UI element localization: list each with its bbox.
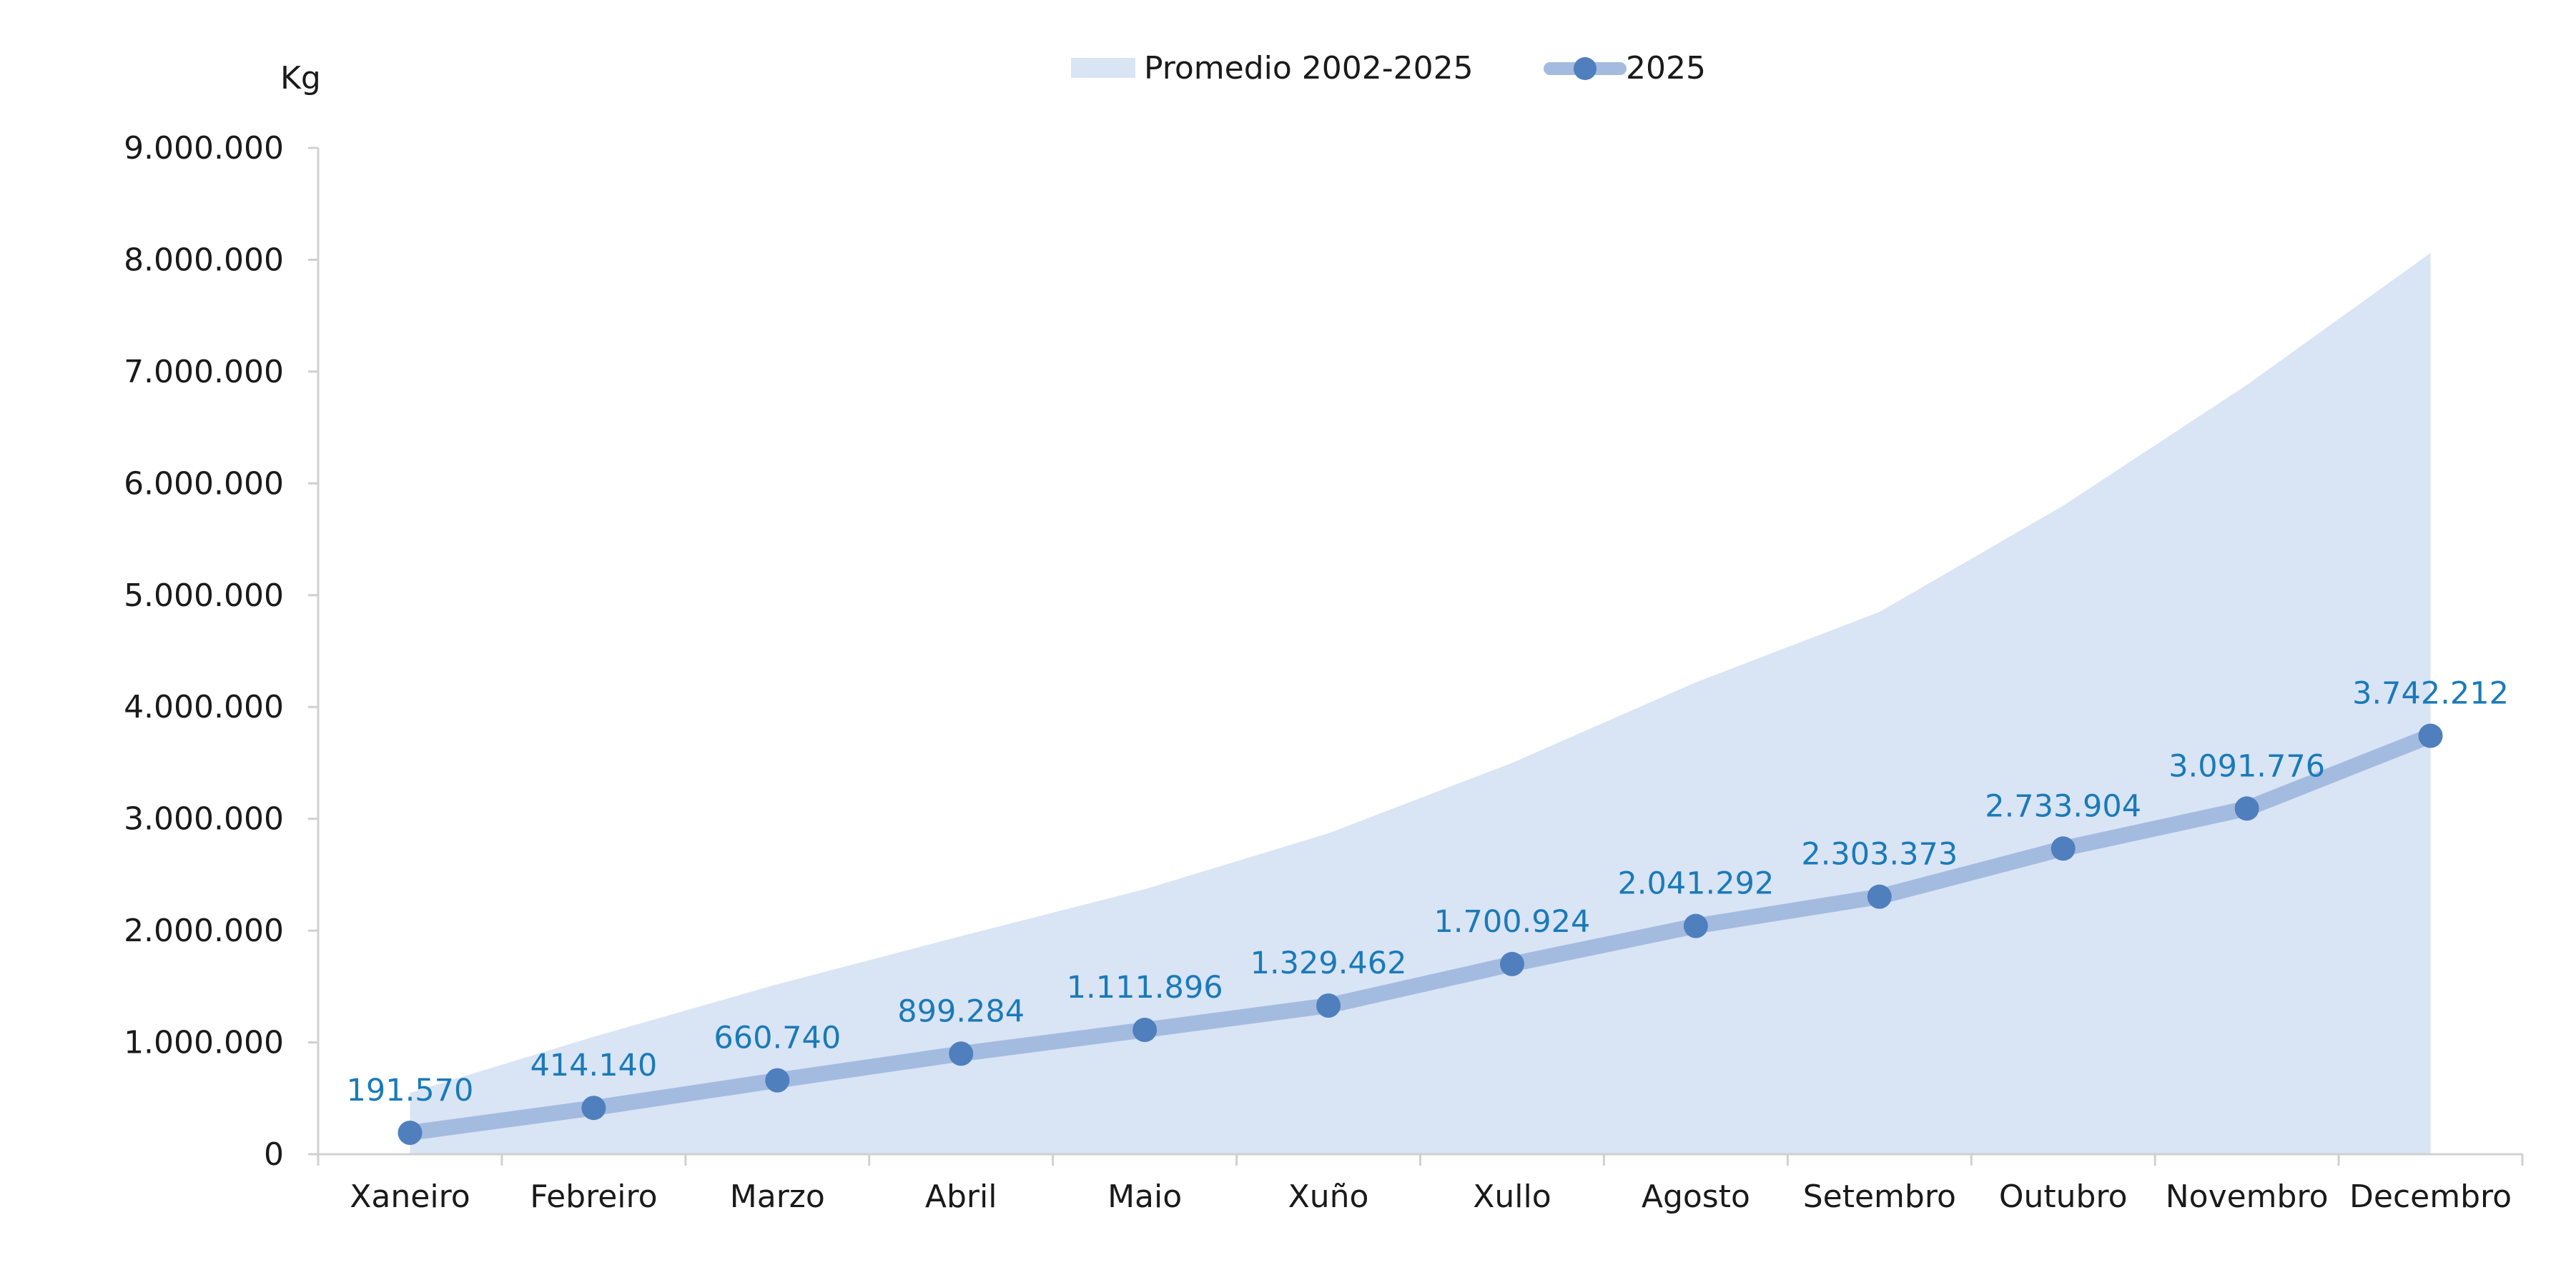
- x-tick-label: Xaneiro: [350, 1179, 470, 1215]
- x-tick-label: Marzo: [730, 1179, 825, 1215]
- legend-swatch-area: [1071, 58, 1135, 78]
- data-label: 414.140: [530, 1048, 657, 1083]
- y-tick-label: 3.000.000: [124, 801, 284, 838]
- data-label: 2.041.292: [1617, 866, 1774, 902]
- area-series-promedio: [410, 253, 2431, 1155]
- x-tick-label: Xuño: [1288, 1179, 1369, 1215]
- data-label: 3.091.776: [2168, 748, 2325, 784]
- line-layer: [402, 728, 2439, 1141]
- legend: Promedio 2002-2025 2025: [1071, 50, 1706, 86]
- data-point: [765, 1068, 790, 1093]
- data-point: [1867, 884, 1892, 909]
- data-point: [1683, 913, 1708, 938]
- data-point: [2051, 836, 2076, 861]
- y-tick-label: 8.000.000: [124, 242, 284, 278]
- data-label: 2.303.373: [1801, 837, 1958, 873]
- legend-swatch-marker: [1574, 57, 1597, 80]
- data-label: 1.329.462: [1250, 946, 1407, 981]
- data-point: [2234, 796, 2259, 821]
- y-axis-title: Kg: [280, 60, 321, 96]
- axes-layer: 0 1.000.000 2.000.000 3.000.000 4.000.000 5.0…: [124, 130, 2524, 1215]
- legend-label-area: Promedio 2002-2025: [1144, 50, 1474, 86]
- y-tick-label: 2.000.000: [124, 913, 284, 949]
- data-label: 1.700.924: [1434, 904, 1591, 940]
- x-tick-label: Febreiro: [530, 1179, 657, 1215]
- x-tick-label: Setembro: [1803, 1179, 1956, 1215]
- data-label: 2.733.904: [1985, 788, 2141, 824]
- labels-layer: 191.570 414.140 660.740 899.284 1.111.896 1.3…: [347, 676, 2509, 1108]
- y-tick-label: 5.000.000: [124, 577, 284, 614]
- x-tick-label: Abril: [925, 1179, 997, 1215]
- data-point: [1499, 951, 1524, 976]
- data-point: [398, 1121, 423, 1146]
- y-tick-label: 9.000.000: [124, 130, 284, 167]
- data-label: 1.111.896: [1067, 970, 1223, 1006]
- y-tick-label: 7.000.000: [124, 354, 284, 390]
- x-tick-label: Maio: [1107, 1179, 1182, 1215]
- y-tick-label: 6.000.000: [124, 465, 284, 502]
- data-label: 191.570: [347, 1073, 474, 1108]
- y-tick-label: 0: [264, 1136, 284, 1173]
- data-point: [949, 1041, 974, 1066]
- data-label: 3.742.212: [2352, 676, 2509, 712]
- data-point: [1132, 1018, 1158, 1043]
- data-point: [1316, 993, 1341, 1018]
- x-tick-label: Decembro: [2349, 1179, 2512, 1215]
- area-layer: [410, 253, 2431, 1155]
- points-layer: [398, 723, 2443, 1146]
- data-label: 660.740: [714, 1021, 841, 1056]
- x-tick-label: Outubro: [1999, 1179, 2128, 1215]
- legend-label-line: 2025: [1626, 50, 1706, 86]
- data-point: [581, 1096, 606, 1121]
- y-tick-label: 1.000.000: [124, 1025, 284, 1061]
- line-series-2025: [402, 728, 2439, 1141]
- y-tick-label: 4.000.000: [124, 689, 284, 725]
- x-tick-label: Novembro: [2166, 1179, 2329, 1215]
- x-tick-label: Agosto: [1642, 1179, 1750, 1215]
- data-label: 899.284: [897, 993, 1025, 1029]
- data-point: [2418, 723, 2443, 748]
- x-tick-label: Xullo: [1473, 1179, 1551, 1215]
